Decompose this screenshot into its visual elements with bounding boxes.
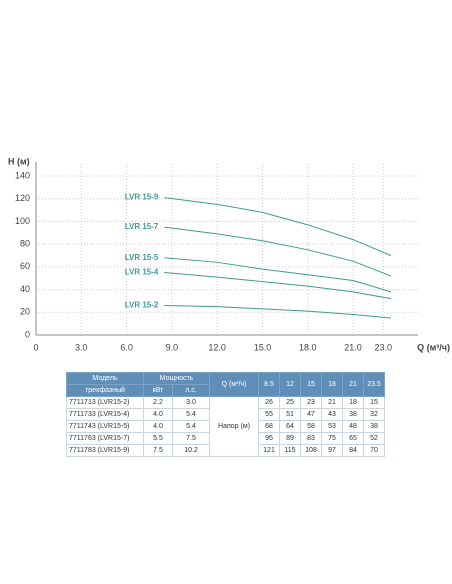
cell: 55 xyxy=(258,408,280,421)
cell: 15 xyxy=(363,396,385,409)
cell: Мощность xyxy=(143,372,210,385)
cell: 95 xyxy=(258,432,280,445)
y-tick-label: 140 xyxy=(15,170,30,180)
series-label: LVR 15-5 xyxy=(125,253,159,262)
curve xyxy=(164,226,392,277)
cell: 8.5 xyxy=(258,372,280,397)
cell: 18 xyxy=(321,372,343,397)
cell: 26 xyxy=(258,396,280,409)
x-tick-label: 9.0 xyxy=(166,342,179,352)
y-axis-label: H (м) xyxy=(8,156,30,166)
table-row: Модель Мощность Q (м³/ч) 8.5 12 15 18 21 23.5 xyxy=(66,372,385,397)
x-tick-label: 3.0 xyxy=(75,342,88,352)
cell: 23.5 xyxy=(363,372,385,397)
x-tick-label: 21.0 xyxy=(344,342,362,352)
cell: 38 xyxy=(363,420,385,433)
x-tick-label: 12.0 xyxy=(208,342,226,352)
cell: 10.2 xyxy=(172,444,210,457)
curve xyxy=(164,272,391,300)
cell: 47 xyxy=(300,408,322,421)
cell: Модель xyxy=(66,372,144,385)
y-tick-label: 100 xyxy=(15,216,30,226)
y-tick-label: 20 xyxy=(20,307,30,317)
y-tick-label: 40 xyxy=(20,284,30,294)
x-axis-label: Q (м³/ч) xyxy=(417,342,450,352)
cell: 108 xyxy=(300,444,322,457)
cell: 38 xyxy=(342,408,364,421)
table-row: 7711743 (LVR15-5) 4.0 5.4 68 64 58 53 48 38 xyxy=(66,420,385,433)
cell: 7711743 (LVR15-5) xyxy=(66,420,144,433)
cell: 52 xyxy=(363,432,385,445)
curve xyxy=(164,304,391,319)
cell: 7.5 xyxy=(143,444,173,457)
curve xyxy=(164,197,392,256)
cell: 7.5 xyxy=(172,432,210,445)
cell: 84 xyxy=(342,444,364,457)
curve xyxy=(164,257,391,293)
cell: 18 xyxy=(342,396,364,409)
cell: 2.2 xyxy=(143,396,173,409)
cell: 115 xyxy=(279,444,301,457)
cell: 3.0 xyxy=(172,396,210,409)
cell: 5.4 xyxy=(172,408,210,421)
cell: 23 xyxy=(300,396,322,409)
y-tick-label: 0 xyxy=(25,329,30,339)
cell: 4.0 xyxy=(143,420,173,433)
table-row: 7711713 (LVR15-2) 2.2 3.0 Напор (м) 26 25 23 21… xyxy=(66,396,385,457)
cell: 7711763 (LVR15-7) xyxy=(66,432,144,445)
cell: 5.5 xyxy=(143,432,173,445)
cell: Напор (м) xyxy=(209,396,259,457)
cell: 121 xyxy=(258,444,280,457)
series-label: LVR 15-2 xyxy=(125,301,159,310)
cell: 7711783 (LVR15-9) xyxy=(66,444,144,457)
x-tick-label: 0 xyxy=(33,342,38,352)
cell: 75 xyxy=(321,432,343,445)
cell: 83 xyxy=(300,432,322,445)
x-tick-label: 6.0 xyxy=(120,342,133,352)
cell: 4.0 xyxy=(143,408,173,421)
cell: 53 xyxy=(321,420,343,433)
x-tick-label: 23.0 xyxy=(375,342,393,352)
series-label: LVR 15-9 xyxy=(125,193,159,202)
cell: 7711733 (LVR15-4) xyxy=(66,408,144,421)
cell: Q (м³/ч) xyxy=(209,372,259,397)
y-tick-label: 60 xyxy=(20,261,30,271)
y-tick-label: 80 xyxy=(20,239,30,249)
cell: 65 xyxy=(342,432,364,445)
cell: 97 xyxy=(321,444,343,457)
series-label: LVR 15-4 xyxy=(125,268,159,277)
cell: 48 xyxy=(342,420,364,433)
cell: 21 xyxy=(342,372,364,397)
cell: 70 xyxy=(363,444,385,457)
chart: 0 20 40 60 80 100 120 140 0 3.0 6.0 9.0 12.0 15.0 18.0… xyxy=(8,156,450,352)
table-row: 7711733 (LVR15-4) 4.0 5.4 55 51 47 43 38 32 xyxy=(66,408,385,421)
cell: 25 xyxy=(279,396,301,409)
cell: 32 xyxy=(363,408,385,421)
x-tick-label: 15.0 xyxy=(254,342,272,352)
cell: кВт xyxy=(143,384,173,397)
cell: 12 xyxy=(279,372,301,397)
cell: л.с. xyxy=(172,384,210,397)
series-label: LVR 15-7 xyxy=(125,222,159,231)
cell: 5.4 xyxy=(172,420,210,433)
cell: 64 xyxy=(279,420,301,433)
cell: 68 xyxy=(258,420,280,433)
y-tick-label: 120 xyxy=(15,193,30,203)
cell: 7711713 (LVR15-2) xyxy=(66,396,144,409)
x-tick-label: 18.0 xyxy=(299,342,317,352)
spec-table: Модель Мощность Q (м³/ч) 8.5 12 15 18 21 23.5 тре… xyxy=(66,372,385,457)
cell: 51 xyxy=(279,408,301,421)
cell: 89 xyxy=(279,432,301,445)
cell: 58 xyxy=(300,420,322,433)
cell: трехфазный xyxy=(66,384,144,397)
cell: 21 xyxy=(321,396,343,409)
table-row: 7711783 (LVR15-9) 7.5 10.2 121 115 108 97 84 70 xyxy=(66,444,385,457)
cell: 15 xyxy=(300,372,322,397)
cell: 43 xyxy=(321,408,343,421)
table-row: трехфазный кВт л.с. xyxy=(66,384,385,397)
